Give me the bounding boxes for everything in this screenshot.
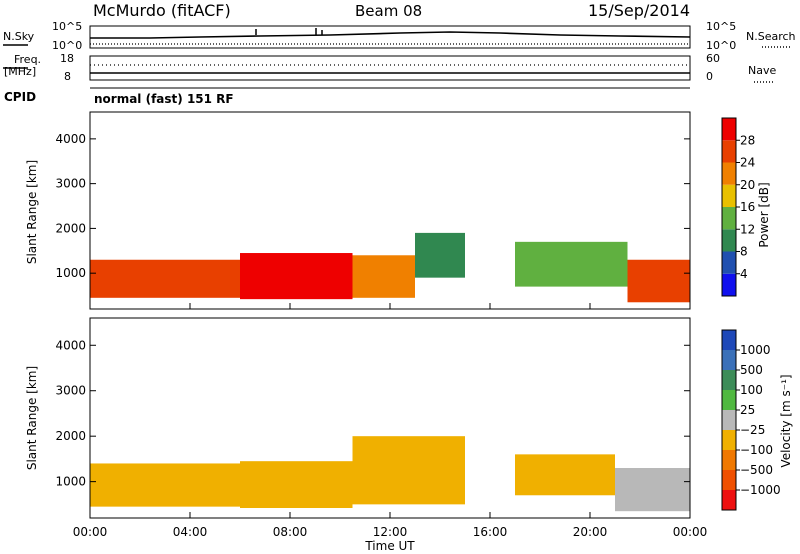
x-tick-label-2: 08:00 [273, 525, 308, 539]
date-title: 15/Sep/2014 [588, 1, 690, 20]
velocity-colorbar-swatch-4 [722, 410, 736, 430]
freq-unit-label: [MHz] [4, 65, 36, 78]
x-axis-label: Time UT [364, 539, 415, 553]
n-search-label: N.Search [746, 30, 796, 43]
nave-top-tick: 60 [706, 52, 720, 65]
velocity-colorbar-tick-label-7: −1000 [740, 483, 781, 497]
noise-right-bottom-tick: 10^0 [706, 39, 736, 52]
power-heatmap [90, 232, 690, 303]
velocity-colorbar-label: Velocity [m s⁻¹] [779, 374, 793, 467]
velocity-ytick-label-0: 1000 [55, 475, 86, 489]
cpid-label: CPID [4, 90, 36, 104]
x-tick-label-0: 00:00 [73, 525, 108, 539]
velocity-y-label: Slant Range [km] [25, 366, 39, 470]
velocity-colorbar-swatch-6 [722, 450, 736, 470]
velocity-colorbar-swatch-2 [722, 370, 736, 390]
power-region-3 [415, 232, 465, 278]
power-region-5 [627, 259, 690, 303]
power-ytick-label-3: 4000 [55, 132, 86, 146]
n-sky-series [90, 31, 691, 39]
power-colorbar-tick-label-6: 28 [740, 133, 755, 147]
power-colorbar-tick-label-4: 20 [740, 178, 755, 192]
n-sky-label: N.Sky [3, 30, 35, 43]
velocity-region-3 [515, 454, 615, 496]
power-colorbar-swatch-6 [722, 140, 736, 163]
velocity-ytick-label-2: 3000 [55, 384, 86, 398]
power-region-2 [352, 255, 415, 298]
power-y-label: Slant Range [km] [25, 160, 39, 264]
nave-bottom-tick: 0 [706, 70, 713, 83]
velocity-colorbar-swatch-0 [722, 330, 736, 350]
velocity-colorbar-swatch-5 [722, 430, 736, 450]
velocity-region-1 [240, 461, 353, 508]
velocity-heatmap [90, 436, 690, 512]
station-title: McMurdo (fitACF) [93, 1, 231, 20]
x-tick-label-4: 16:00 [473, 525, 508, 539]
velocity-colorbar-swatch-8 [722, 490, 736, 510]
velocity-colorbar-tick-label-5: −100 [740, 443, 773, 457]
power-region-0 [90, 259, 240, 298]
power-region-1 [240, 253, 353, 300]
velocity-region-2 [352, 436, 465, 505]
velocity-colorbar-tick-label-1: 500 [740, 363, 763, 377]
freq-panel-frame [89, 55, 691, 81]
velocity-colorbar-swatch-1 [722, 350, 736, 370]
power-colorbar: 4 8 12 16 20 24 28 [721, 117, 755, 297]
beam-title: Beam 08 [355, 2, 422, 20]
velocity-colorbar-tick-label-0: 1000 [740, 343, 771, 357]
velocity-ytick-label-3: 4000 [55, 338, 86, 352]
velocity-colorbar-tick-label-4: −25 [740, 423, 765, 437]
velocity-colorbar: 1000 500 100 25 −25 −100 −500 −1000 [721, 329, 781, 511]
power-colorbar-tick-label-0: 4 [740, 267, 748, 281]
noise-right-top-tick: 10^5 [706, 20, 736, 33]
cpid-text: normal (fast) 151 RF [94, 92, 234, 106]
velocity-colorbar-swatch-7 [722, 470, 736, 490]
x-tick-label-6: 00:00 [673, 525, 708, 539]
freq-label: Freq. [14, 53, 41, 66]
x-tick-label-1: 04:00 [173, 525, 208, 539]
power-colorbar-swatch-1 [722, 251, 736, 274]
freq-top-tick: 18 [60, 52, 74, 65]
power-region-4 [515, 241, 628, 287]
velocity-colorbar-frame [721, 329, 737, 511]
nave-label: Nave [748, 64, 776, 77]
power-colorbar-swatch-3 [722, 207, 736, 230]
freq-bottom-tick: 8 [64, 70, 71, 83]
power-colorbar-swatch-5 [722, 162, 736, 185]
velocity-region-0 [90, 463, 240, 507]
x-tick-label-3: 12:00 [373, 525, 408, 539]
time-axis: 00:00 04:00 08:00 12:00 16:00 20:00 00:00 [73, 525, 708, 539]
power-colorbar-tick-label-3: 16 [740, 200, 755, 214]
velocity-y-axis: 1000 2000 3000 4000 [55, 338, 691, 518]
power-colorbar-tick-label-2: 12 [740, 222, 755, 236]
velocity-colorbar-tick-label-2: 100 [740, 383, 763, 397]
power-colorbar-swatch-2 [722, 229, 736, 252]
velocity-colorbar-swatch-3 [722, 390, 736, 410]
power-colorbar-swatch-0 [722, 273, 736, 296]
velocity-ytick-label-1: 2000 [55, 429, 86, 443]
power-colorbar-swatch-7 [722, 118, 736, 141]
power-colorbar-label: Power [dB] [757, 182, 771, 247]
power-ytick-label-0: 1000 [55, 266, 86, 280]
power-colorbar-tick-label-5: 24 [740, 156, 755, 170]
power-ytick-label-1: 2000 [55, 221, 86, 235]
velocity-region-4 [615, 468, 690, 512]
velocity-colorbar-tick-label-6: −500 [740, 463, 773, 477]
power-colorbar-swatch-4 [722, 184, 736, 207]
velocity-colorbar-tick-label-3: 25 [740, 403, 755, 417]
power-y-axis: 1000 2000 3000 4000 [55, 132, 691, 309]
noise-left-bottom-tick: 10^0 [52, 39, 82, 52]
power-ytick-label-2: 3000 [55, 177, 86, 191]
noise-left-top-tick: 10^5 [52, 20, 82, 33]
x-tick-label-5: 20:00 [573, 525, 608, 539]
power-colorbar-tick-label-1: 8 [740, 245, 748, 259]
